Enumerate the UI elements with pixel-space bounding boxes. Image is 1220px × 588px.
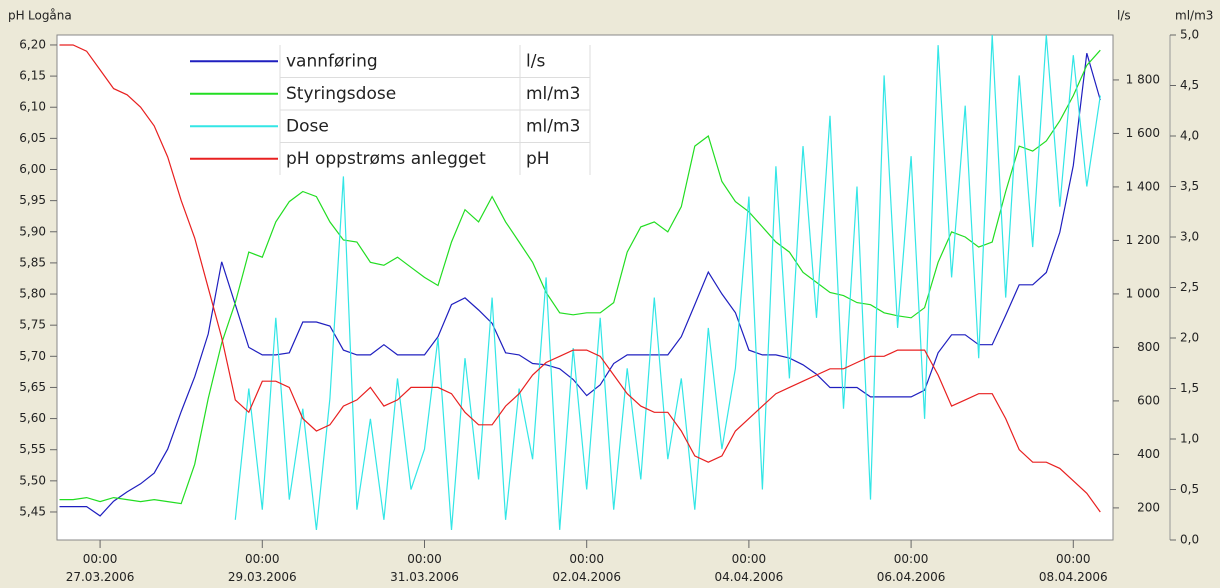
series-line — [59, 44, 1101, 513]
y3-tick-label: 4,0 — [1180, 129, 1199, 143]
y3-tick-label: 5,0 — [1180, 28, 1199, 42]
x-tick-label: 00:00 08.04.2006 — [1038, 552, 1108, 584]
y2-tick-label: 1 200 — [1126, 233, 1160, 247]
y2-axis-title: l/s — [1117, 9, 1131, 23]
y2-tick-label: 800 — [1137, 340, 1160, 354]
y-tick-label: 6,15 — [19, 69, 46, 83]
legend-unit: ml/m3 — [526, 84, 580, 104]
y2-tick-label: 200 — [1137, 500, 1160, 514]
legend-label: Dose — [286, 116, 329, 136]
y-tick-label: 6,05 — [19, 131, 46, 145]
y-tick-label: 5,75 — [19, 318, 46, 332]
y3-tick-label: 3,0 — [1180, 230, 1199, 244]
y-tick-label: 5,85 — [19, 255, 46, 269]
y2-tick-label: 400 — [1137, 447, 1160, 461]
legend-unit: l/s — [526, 51, 545, 71]
legend-label: pH oppstrøms anlegget — [286, 149, 486, 169]
y-tick-label: 5,55 — [19, 442, 46, 456]
y2-tick-label: 600 — [1137, 393, 1160, 407]
y3-tick-label: 1,5 — [1180, 381, 1199, 395]
x-tick-label: 00:00 02.04.2006 — [552, 552, 622, 584]
legend-unit: pH — [526, 149, 550, 169]
y2-tick-label: 1 000 — [1126, 286, 1160, 300]
y-tick-label: 5,65 — [19, 380, 46, 394]
x-tick-label: 00:00 27.03.2006 — [65, 552, 135, 584]
y3-tick-label: 4,5 — [1180, 78, 1199, 92]
y-tick-label: 5,95 — [19, 193, 46, 207]
y2-tick-label: 1 600 — [1126, 126, 1160, 140]
x-tick-label: 00:00 31.03.2006 — [390, 552, 459, 584]
y2-tick-label: 1 400 — [1126, 179, 1160, 193]
y3-tick-label: 3,5 — [1180, 179, 1199, 193]
y-axis-subtitle: Logåna — [28, 9, 72, 23]
y-tick-label: 6,00 — [19, 162, 46, 176]
x-tick-label: 00:00 06.04.2006 — [876, 552, 946, 584]
y-tick-label: 6,20 — [19, 37, 46, 51]
y-tick-label: 5,90 — [19, 224, 46, 238]
legend-label: Styringsdose — [286, 84, 396, 104]
y-tick-label: 5,60 — [19, 411, 46, 425]
y3-tick-label: 2,5 — [1180, 280, 1199, 294]
x-tick-label: 00:00 29.03.2006 — [227, 552, 297, 584]
y-tick-label: 5,70 — [19, 349, 46, 363]
y-tick-label: 6,10 — [19, 100, 46, 114]
y-tick-label: 5,80 — [19, 287, 46, 301]
y3-tick-label: 0,5 — [1180, 482, 1199, 496]
x-tick-label: 00:00 04.04.2006 — [714, 552, 784, 584]
y3-tick-label: 0,0 — [1180, 533, 1199, 547]
legend-unit: ml/m3 — [526, 116, 580, 136]
series-line — [59, 53, 1101, 517]
legend-label: vannføring — [286, 51, 378, 71]
y3-tick-label: 2,0 — [1180, 331, 1199, 345]
y2-tick-label: 1 800 — [1126, 72, 1160, 86]
y-tick-label: 5,50 — [19, 473, 46, 487]
series-line — [234, 35, 1101, 530]
y-axis-title: pH — [8, 9, 25, 23]
y3-tick-label: 1,0 — [1180, 432, 1199, 446]
series-line — [59, 49, 1101, 505]
y-tick-label: 5,45 — [19, 504, 46, 518]
y3-axis-title: ml/m3 — [1175, 9, 1213, 23]
